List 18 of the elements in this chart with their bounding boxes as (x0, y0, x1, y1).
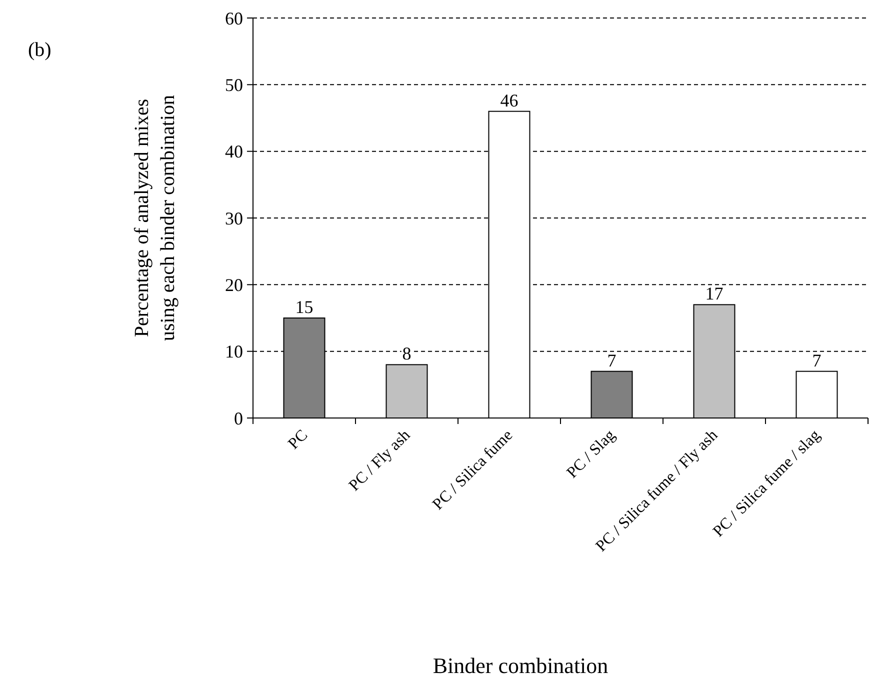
x-tick-label: PC / Slag (564, 426, 619, 482)
text: (b) (28, 39, 52, 61)
data-label: 7 (812, 350, 822, 370)
y-tick-label: 10 (225, 342, 243, 362)
data-label: 7 (607, 350, 616, 370)
data-label: 15 (295, 297, 314, 317)
y-tick-label: 30 (225, 208, 243, 228)
data-label: 17 (705, 284, 724, 304)
data-label: 46 (500, 90, 518, 110)
y-tick-label: 40 (225, 142, 243, 162)
y-tick-label: 60 (225, 8, 243, 28)
x-tick-label: PC (285, 426, 312, 453)
y-tick-label: 50 (225, 74, 243, 95)
x-axis-title: Binder combination (432, 653, 608, 678)
y-tick-label: 0 (234, 408, 243, 428)
y-axis-title: Percentage of analyzed mixes using each binder combination (131, 94, 179, 342)
y-tick-label: 20 (225, 274, 243, 295)
x-tick-label: PC / Fly ash (346, 426, 414, 494)
